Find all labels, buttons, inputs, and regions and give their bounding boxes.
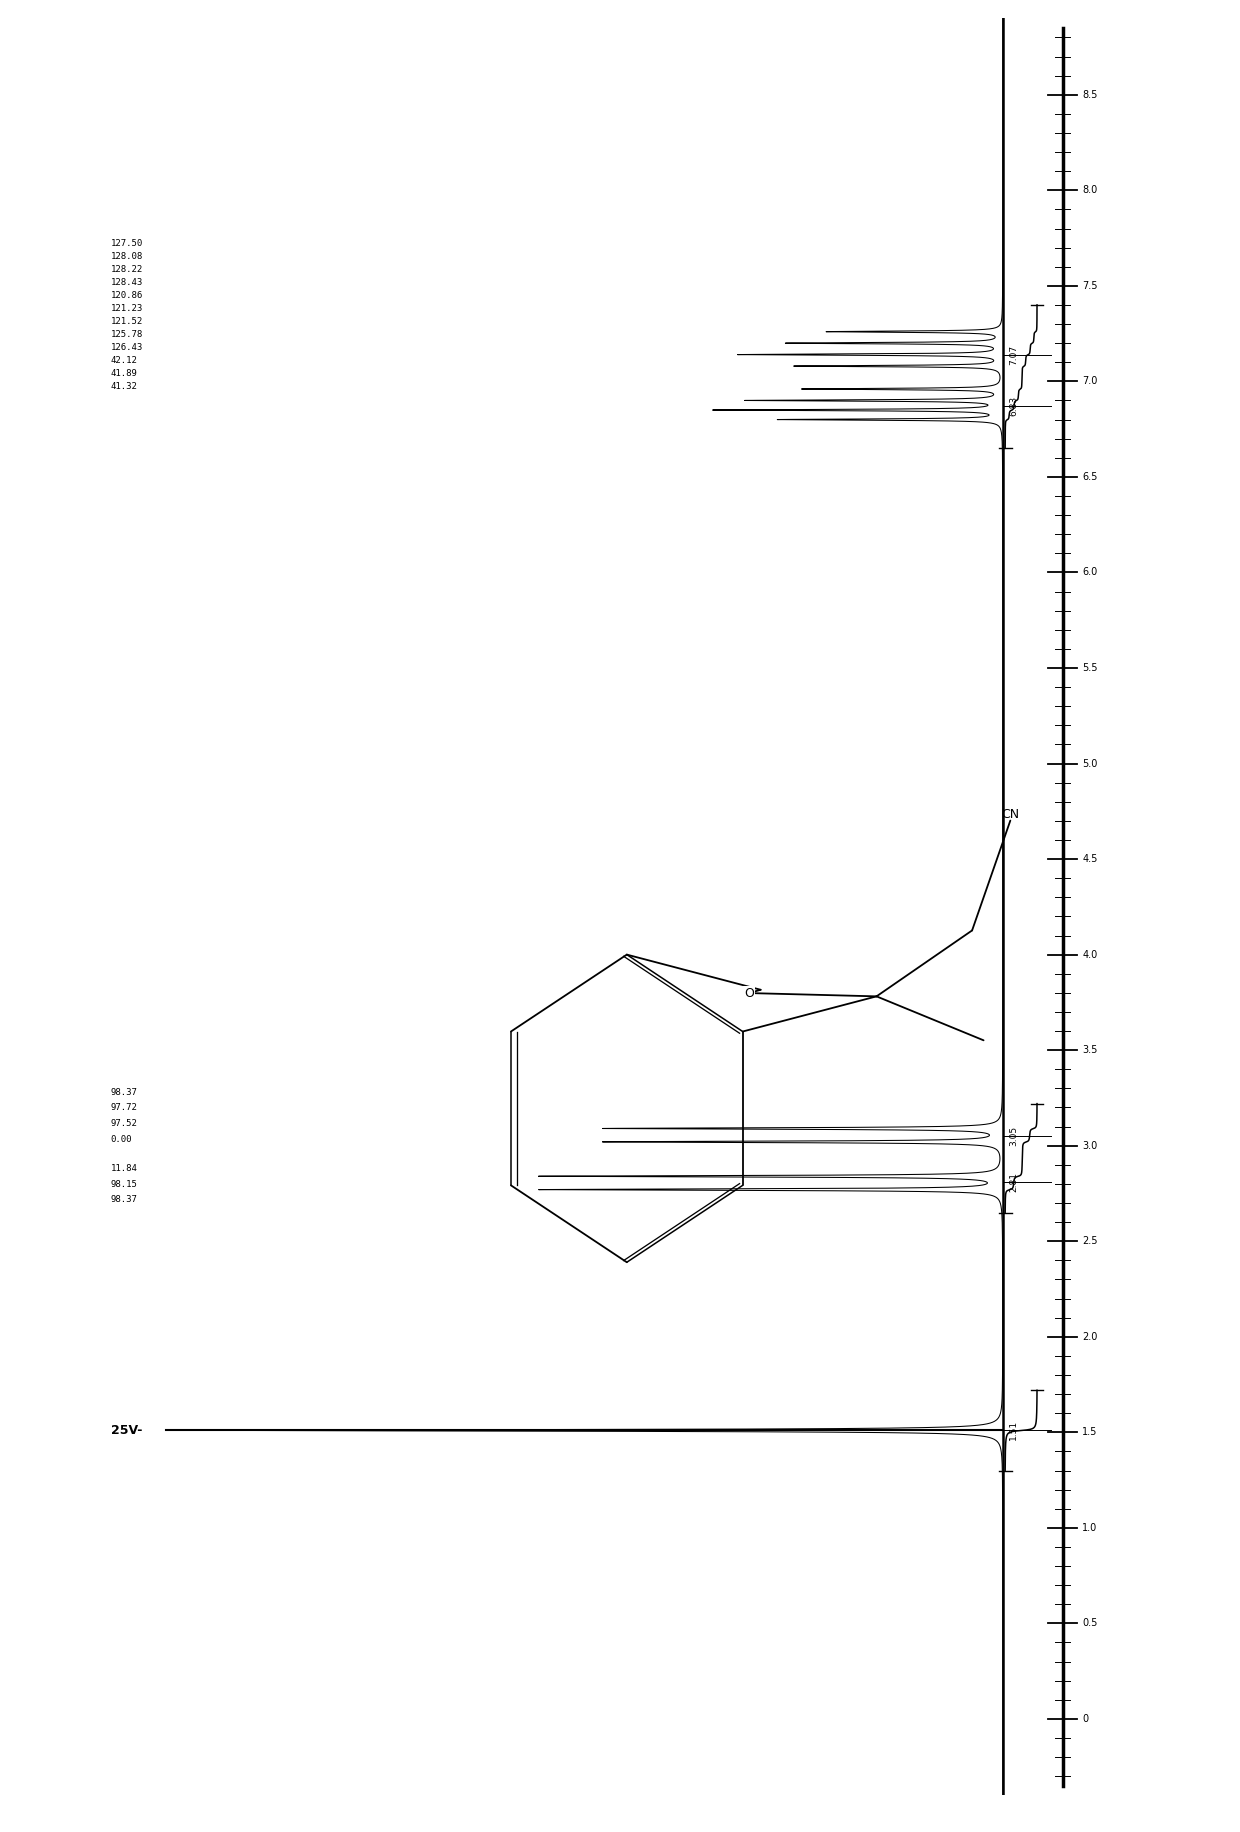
Text: 4.0: 4.0 [1083, 949, 1097, 960]
Text: O: O [744, 987, 754, 1000]
Text: 97.52: 97.52 [110, 1119, 138, 1129]
Text: 0.5: 0.5 [1083, 1618, 1097, 1629]
Text: 128.43: 128.43 [110, 278, 143, 288]
Text: 7.0: 7.0 [1083, 376, 1097, 387]
Text: 120.86: 120.86 [110, 291, 143, 300]
Text: 1.0: 1.0 [1083, 1522, 1097, 1533]
Text: 41.32: 41.32 [110, 383, 138, 392]
Text: CN: CN [1001, 808, 1019, 821]
Text: 11.84: 11.84 [110, 1163, 138, 1172]
Text: 6.0: 6.0 [1083, 568, 1097, 577]
Text: 8.0: 8.0 [1083, 185, 1097, 196]
Text: 97.72: 97.72 [110, 1103, 138, 1112]
Text: 3.05: 3.05 [1009, 1127, 1018, 1147]
Text: 1.5: 1.5 [1083, 1427, 1097, 1438]
Text: 2.5: 2.5 [1083, 1237, 1097, 1246]
Text: 128.22: 128.22 [110, 266, 143, 275]
Text: 6.83: 6.83 [1009, 396, 1018, 416]
Text: 6.5: 6.5 [1083, 473, 1097, 482]
Text: 2.81: 2.81 [1009, 1172, 1018, 1193]
Text: 0: 0 [1083, 1715, 1089, 1724]
Text: 3.5: 3.5 [1083, 1044, 1097, 1055]
Text: 121.23: 121.23 [110, 304, 143, 313]
Text: 7.5: 7.5 [1083, 280, 1097, 291]
Text: 98.37: 98.37 [110, 1088, 138, 1097]
Text: 121.52: 121.52 [110, 317, 143, 326]
Text: 41.89: 41.89 [110, 370, 138, 377]
Text: 127.50: 127.50 [110, 240, 143, 249]
Text: 0.00: 0.00 [110, 1134, 133, 1143]
Text: 4.5: 4.5 [1083, 854, 1097, 865]
Text: 1.51: 1.51 [1009, 1420, 1018, 1440]
Text: 25V-: 25V- [110, 1423, 143, 1436]
Text: 98.15: 98.15 [110, 1180, 138, 1189]
Text: 7.07: 7.07 [1009, 344, 1018, 365]
Text: 5.5: 5.5 [1083, 663, 1097, 672]
Text: 8.5: 8.5 [1083, 90, 1097, 99]
Text: 125.78: 125.78 [110, 330, 143, 339]
Text: 126.43: 126.43 [110, 343, 143, 352]
Text: 98.37: 98.37 [110, 1196, 138, 1204]
Text: 2.0: 2.0 [1083, 1332, 1097, 1341]
Text: 3.0: 3.0 [1083, 1141, 1097, 1150]
Text: 128.08: 128.08 [110, 253, 143, 262]
Text: 42.12: 42.12 [110, 355, 138, 365]
Text: 5.0: 5.0 [1083, 758, 1097, 769]
